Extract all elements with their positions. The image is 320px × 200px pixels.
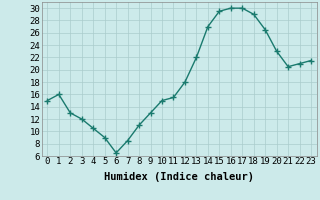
X-axis label: Humidex (Indice chaleur): Humidex (Indice chaleur) (104, 172, 254, 182)
